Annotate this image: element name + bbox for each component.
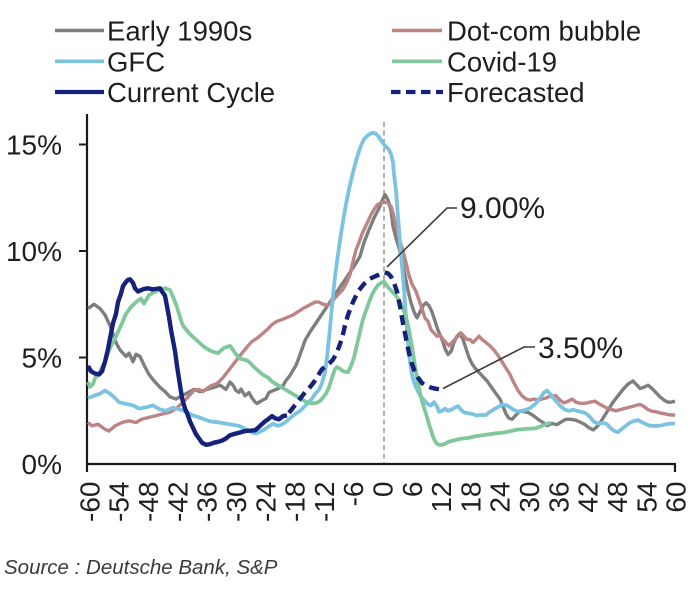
svg-text:60: 60 xyxy=(661,482,692,513)
svg-text:-18: -18 xyxy=(280,482,311,522)
svg-text:Early 1990s: Early 1990s xyxy=(107,16,252,47)
svg-text:9.00%: 9.00% xyxy=(460,192,545,225)
svg-text:5%: 5% xyxy=(22,343,62,374)
svg-text:48: 48 xyxy=(602,482,633,513)
svg-text:6: 6 xyxy=(397,482,428,498)
svg-text:36: 36 xyxy=(543,482,574,513)
svg-text:24: 24 xyxy=(485,482,516,513)
svg-text:30: 30 xyxy=(514,482,545,513)
svg-text:-48: -48 xyxy=(133,482,164,522)
svg-text:GFC: GFC xyxy=(107,46,165,77)
svg-text:Source : Deutsche Bank, S&P: Source : Deutsche Bank, S&P xyxy=(4,556,278,579)
svg-text:Covid-19: Covid-19 xyxy=(447,46,557,77)
svg-text:0%: 0% xyxy=(22,449,62,480)
svg-text:0: 0 xyxy=(368,482,399,498)
svg-text:18: 18 xyxy=(455,482,486,513)
svg-text:10%: 10% xyxy=(6,236,62,267)
svg-text:-30: -30 xyxy=(221,482,252,522)
svg-text:-24: -24 xyxy=(250,482,281,522)
svg-text:15%: 15% xyxy=(6,130,62,161)
svg-text:Current Cycle: Current Cycle xyxy=(107,77,275,108)
svg-text:-36: -36 xyxy=(192,482,223,522)
svg-text:Dot-com bubble: Dot-com bubble xyxy=(447,16,641,47)
svg-text:-60: -60 xyxy=(74,482,105,522)
svg-text:-42: -42 xyxy=(162,482,193,522)
svg-text:Forecasted: Forecasted xyxy=(447,77,585,108)
svg-text:54: 54 xyxy=(631,482,662,513)
svg-text:42: 42 xyxy=(573,482,604,513)
svg-text:-6: -6 xyxy=(338,482,369,507)
svg-text:-12: -12 xyxy=(309,482,340,522)
svg-text:-54: -54 xyxy=(104,482,135,522)
svg-text:12: 12 xyxy=(426,482,457,513)
svg-text:3.50%: 3.50% xyxy=(538,332,623,365)
